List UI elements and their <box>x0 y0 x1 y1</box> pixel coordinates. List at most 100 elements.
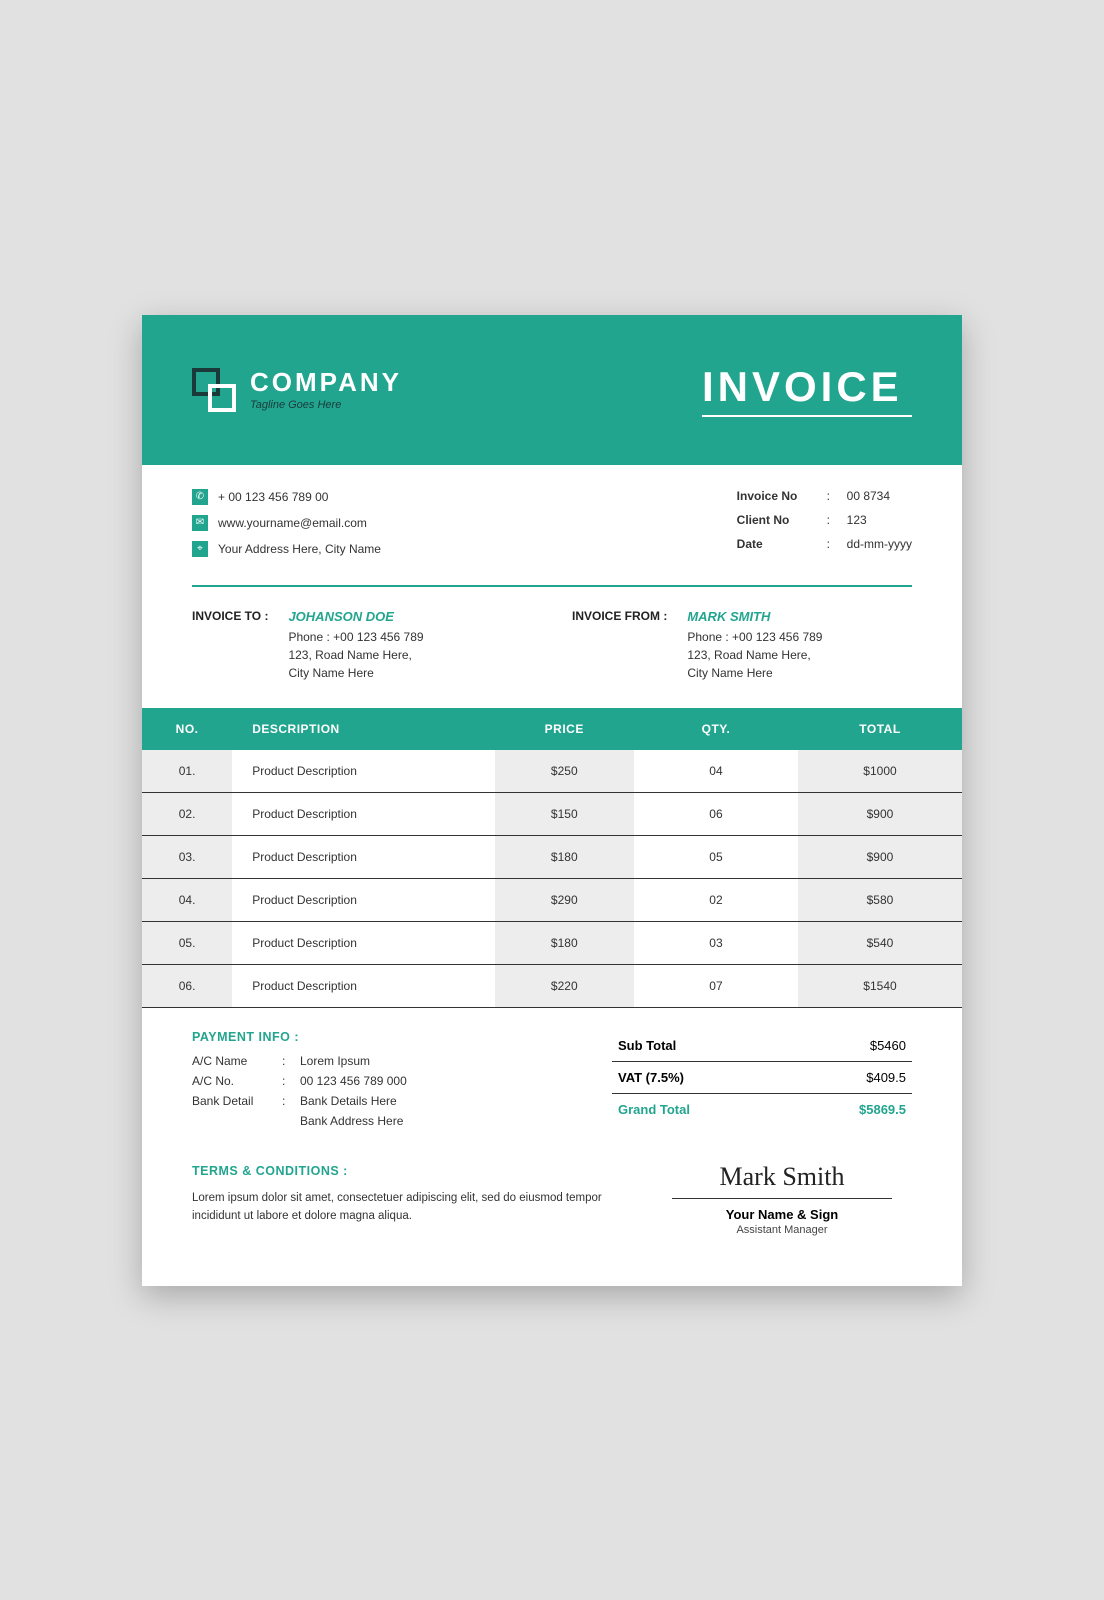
cell-total: $900 <box>798 792 962 835</box>
invoice-to-line1: 123, Road Name Here, <box>288 646 423 664</box>
info-strip: ✆+ 00 123 456 789 00 ✉www.yourname@email… <box>142 465 962 585</box>
cell-qty: 03 <box>634 921 798 964</box>
cell-qty: 07 <box>634 964 798 1007</box>
payment-label: A/C Name <box>192 1054 282 1068</box>
contact-list: ✆+ 00 123 456 789 00 ✉www.yourname@email… <box>192 489 381 567</box>
cell-desc: Product Description <box>232 750 494 793</box>
invoice-from-label: INVOICE FROM : <box>572 609 667 682</box>
subtotal-label: Sub Total <box>618 1038 676 1053</box>
grand-label: Grand Total <box>618 1102 690 1117</box>
title-underline <box>702 415 912 417</box>
meta-date: dd-mm-yyyy <box>847 537 912 551</box>
invoice-from-phone: Phone : +00 123 456 789 <box>687 628 822 646</box>
cell-price: $180 <box>495 835 634 878</box>
invoice-to-name: JOHANSON DOE <box>288 609 423 624</box>
bottom-row: PAYMENT INFO : A/C Name:Lorem IpsumA/C N… <box>142 1008 962 1134</box>
cell-qty: 05 <box>634 835 798 878</box>
cell-no: 02. <box>142 792 232 835</box>
table-row: 05.Product Description$18003$540 <box>142 921 962 964</box>
cell-qty: 02 <box>634 878 798 921</box>
company-name: COMPANY <box>250 369 402 395</box>
cell-price: $250 <box>495 750 634 793</box>
table-row: 03.Product Description$18005$900 <box>142 835 962 878</box>
subtotal-value: $5460 <box>870 1038 906 1053</box>
meta-table: Invoice No:00 8734 Client No:123 Date:dd… <box>737 489 912 567</box>
cell-total: $580 <box>798 878 962 921</box>
grand-value: $5869.5 <box>859 1102 906 1117</box>
payment-sep: : <box>282 1054 300 1068</box>
cell-no: 06. <box>142 964 232 1007</box>
contact-address: Your Address Here, City Name <box>218 542 381 556</box>
payment-label <box>192 1114 282 1128</box>
payment-value: 00 123 456 789 000 <box>300 1074 407 1088</box>
invoice-title: INVOICE <box>702 363 912 411</box>
vat-row: VAT (7.5%) $409.5 <box>612 1062 912 1094</box>
cell-no: 03. <box>142 835 232 878</box>
payment-value: Bank Address Here <box>300 1114 403 1128</box>
meta-client-no-label: Client No <box>737 513 827 527</box>
cell-desc: Product Description <box>232 921 494 964</box>
cell-desc: Product Description <box>232 964 494 1007</box>
location-icon: ⌖ <box>192 541 208 557</box>
th-desc: DESCRIPTION <box>232 708 494 750</box>
terms-sign-row: TERMS & CONDITIONS : Lorem ipsum dolor s… <box>142 1134 962 1286</box>
table-row: 02.Product Description$15006$900 <box>142 792 962 835</box>
cell-no: 04. <box>142 878 232 921</box>
invoice-from-name: MARK SMITH <box>687 609 822 624</box>
parties-row: INVOICE TO : JOHANSON DOE Phone : +00 12… <box>142 587 962 708</box>
vat-value: $409.5 <box>866 1070 906 1085</box>
th-qty: QTY. <box>634 708 798 750</box>
payment-title: PAYMENT INFO : <box>192 1030 572 1044</box>
cell-qty: 04 <box>634 750 798 793</box>
table-row: 01.Product Description$25004$1000 <box>142 750 962 793</box>
payment-row: Bank Detail:Bank Details Here <box>192 1094 572 1108</box>
invoice-from-block: INVOICE FROM : MARK SMITH Phone : +00 12… <box>572 609 912 682</box>
cell-total: $540 <box>798 921 962 964</box>
signature-name: Your Name & Sign <box>652 1207 912 1222</box>
payment-info: PAYMENT INFO : A/C Name:Lorem IpsumA/C N… <box>192 1030 572 1134</box>
invoice-to-line2: City Name Here <box>288 664 423 682</box>
meta-invoice-no-label: Invoice No <box>737 489 827 503</box>
contact-email: www.yourname@email.com <box>218 516 367 530</box>
cell-price: $290 <box>495 878 634 921</box>
phone-icon: ✆ <box>192 489 208 505</box>
invoice-from-line2: City Name Here <box>687 664 822 682</box>
header-band: COMPANY Tagline Goes Here INVOICE <box>142 315 962 465</box>
contact-phone: + 00 123 456 789 00 <box>218 490 328 504</box>
invoice-from-line1: 123, Road Name Here, <box>687 646 822 664</box>
logo-block: COMPANY Tagline Goes Here <box>192 368 402 412</box>
payment-row: A/C No.:00 123 456 789 000 <box>192 1074 572 1088</box>
vat-label: VAT (7.5%) <box>618 1070 684 1085</box>
payment-sep: : <box>282 1094 300 1108</box>
terms-title: TERMS & CONDITIONS : <box>192 1162 612 1181</box>
items-table: NO. DESCRIPTION PRICE QTY. TOTAL 01.Prod… <box>142 708 962 1008</box>
cell-price: $150 <box>495 792 634 835</box>
payment-row: A/C Name:Lorem Ipsum <box>192 1054 572 1068</box>
logo-icon <box>192 368 236 412</box>
cell-no: 05. <box>142 921 232 964</box>
payment-value: Bank Details Here <box>300 1094 397 1108</box>
invoice-title-block: INVOICE <box>702 363 912 417</box>
cell-price: $180 <box>495 921 634 964</box>
cell-no: 01. <box>142 750 232 793</box>
payment-sep <box>282 1114 300 1128</box>
signature-script: Mark Smith <box>652 1162 912 1192</box>
invoice-to-phone: Phone : +00 123 456 789 <box>288 628 423 646</box>
terms-block: TERMS & CONDITIONS : Lorem ipsum dolor s… <box>192 1162 612 1225</box>
payment-label: Bank Detail <box>192 1094 282 1108</box>
terms-body: Lorem ipsum dolor sit amet, consectetuer… <box>192 1190 612 1225</box>
th-total: TOTAL <box>798 708 962 750</box>
cell-price: $220 <box>495 964 634 1007</box>
tagline: Tagline Goes Here <box>250 399 402 411</box>
cell-total: $900 <box>798 835 962 878</box>
grand-total-row: Grand Total $5869.5 <box>612 1094 912 1125</box>
payment-value: Lorem Ipsum <box>300 1054 370 1068</box>
subtotal-row: Sub Total $5460 <box>612 1030 912 1062</box>
signature-line <box>672 1198 892 1199</box>
totals-block: Sub Total $5460 VAT (7.5%) $409.5 Grand … <box>612 1030 912 1134</box>
meta-invoice-no: 00 8734 <box>847 489 890 503</box>
table-header-row: NO. DESCRIPTION PRICE QTY. TOTAL <box>142 708 962 750</box>
table-row: 04.Product Description$29002$580 <box>142 878 962 921</box>
cell-total: $1540 <box>798 964 962 1007</box>
signature-role: Assistant Manager <box>652 1224 912 1236</box>
